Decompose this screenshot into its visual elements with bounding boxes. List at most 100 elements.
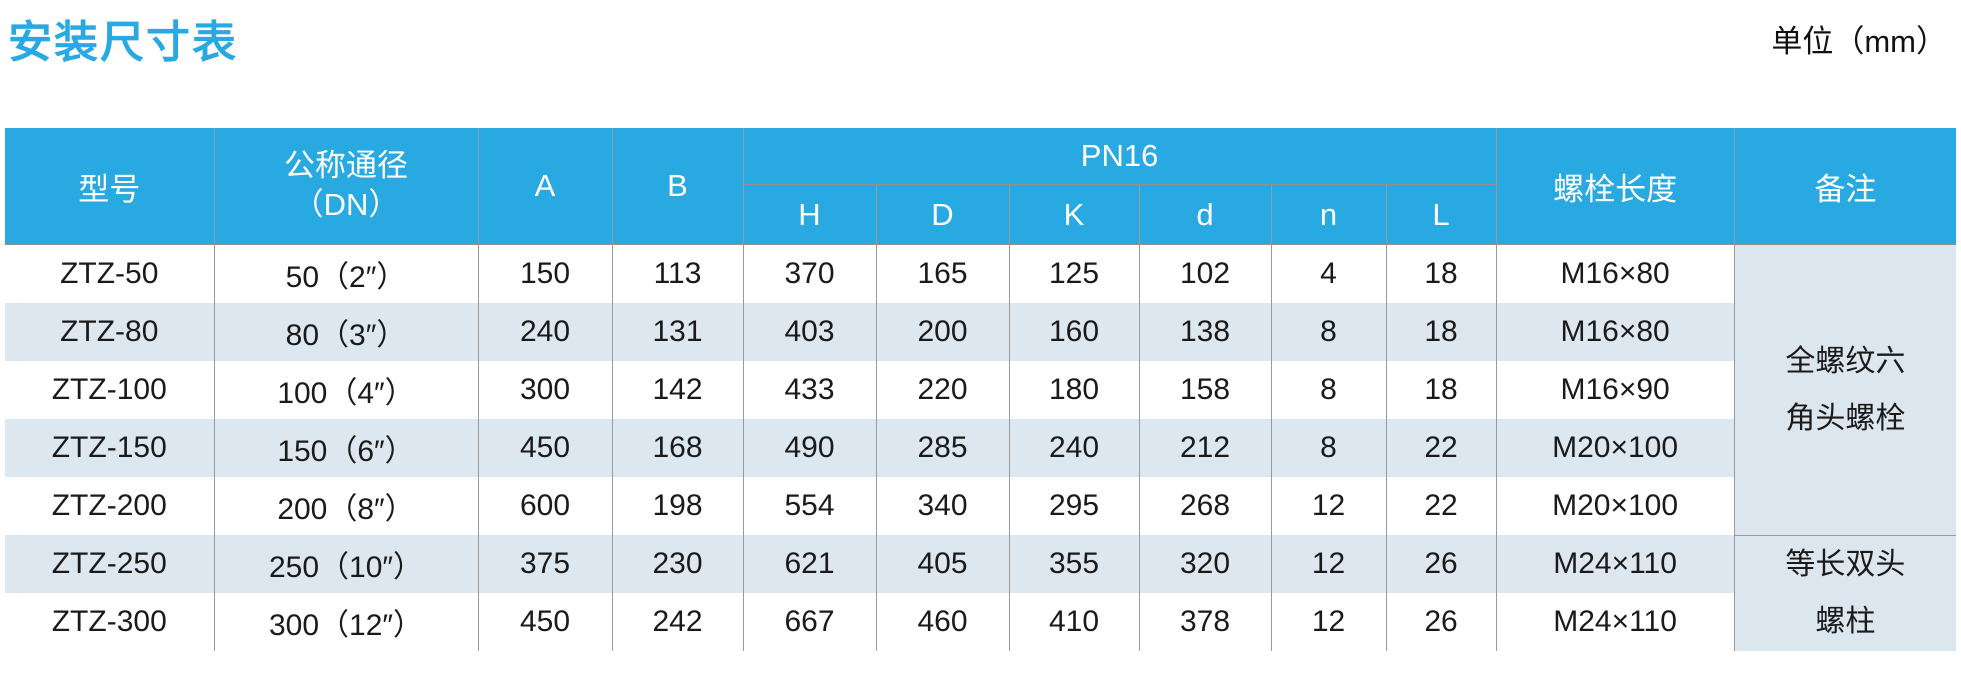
cell-B: 198 [611, 477, 744, 535]
table-row: ZTZ-200 200（8″） 600 198 554 340 295 268 … [4, 477, 1956, 535]
cell-L: 26 [1385, 535, 1497, 593]
cell-H: 370 [742, 244, 877, 303]
cell-D: 220 [875, 361, 1010, 419]
cell-D: 340 [875, 477, 1010, 535]
header-K: K [1008, 184, 1140, 245]
cell-D: 165 [875, 244, 1010, 303]
cell-A: 150 [477, 244, 613, 303]
table-row: ZTZ-300 300（12″） 450 242 667 460 410 378… [4, 593, 1956, 652]
cell-remarks-group-2: 等长双头螺柱 [1733, 535, 1957, 651]
cell-L: 18 [1385, 303, 1497, 361]
unit-label: 单位（mm） [1771, 24, 1947, 59]
cell-B: 113 [611, 244, 744, 303]
dimension-table: 型号 公称通径 （DN） A B PN16 螺栓长度 备注 H D K d n … [4, 128, 1957, 652]
header-n: n [1270, 184, 1387, 245]
cell-B: 168 [611, 419, 744, 477]
top-bar: 安装尺寸表 单位（mm） [0, 0, 1961, 128]
cell-A: 240 [477, 303, 613, 361]
cell-bolt-length: M20×100 [1495, 419, 1735, 477]
cell-H: 621 [742, 535, 877, 593]
cell-model: ZTZ-200 [4, 477, 215, 535]
cell-bolt-length: M16×80 [1495, 303, 1735, 361]
cell-dn: 80（3″） [213, 303, 479, 361]
cell-D: 460 [875, 593, 1010, 652]
cell-D: 405 [875, 535, 1010, 593]
cell-L: 22 [1385, 477, 1497, 535]
cell-H: 554 [742, 477, 877, 535]
cell-A: 600 [477, 477, 613, 535]
cell-H: 667 [742, 593, 877, 652]
cell-n: 8 [1270, 361, 1387, 419]
cell-model: ZTZ-150 [4, 419, 215, 477]
cell-model: ZTZ-100 [4, 361, 215, 419]
cell-n: 12 [1270, 477, 1387, 535]
cell-L: 18 [1385, 244, 1497, 303]
cell-K: 410 [1008, 593, 1140, 652]
cell-d: 138 [1138, 303, 1272, 361]
header-H: H [742, 184, 877, 245]
cell-n: 12 [1270, 593, 1387, 652]
table-row: ZTZ-100 100（4″） 300 142 433 220 180 158 … [4, 361, 1956, 419]
cell-bolt-length: M24×110 [1495, 593, 1735, 652]
remark-text: 等长双头螺柱 [1785, 548, 1906, 639]
header-A: A [477, 128, 613, 245]
header-B: B [611, 128, 744, 245]
cell-n: 8 [1270, 419, 1387, 477]
cell-bolt-length: M16×80 [1495, 244, 1735, 303]
cell-d: 320 [1138, 535, 1272, 593]
cell-d: 378 [1138, 593, 1272, 652]
cell-remarks-group-1: 全螺纹六角头螺栓 [1733, 244, 1957, 536]
header-dn-line1: 公称通径 [284, 148, 408, 184]
cell-H: 433 [742, 361, 877, 419]
cell-H: 490 [742, 419, 877, 477]
header-row-2: H D K d n L [5, 184, 1956, 245]
cell-K: 295 [1008, 477, 1140, 535]
cell-A: 450 [477, 419, 613, 477]
cell-K: 160 [1008, 303, 1140, 361]
header-d: d [1138, 184, 1272, 245]
cell-dn: 250（10″） [213, 535, 479, 593]
remark-text: 全螺纹六角头螺栓 [1785, 344, 1906, 435]
header-model: 型号 [4, 128, 215, 245]
cell-K: 355 [1008, 535, 1140, 593]
cell-bolt-length: M20×100 [1495, 477, 1735, 535]
cell-D: 200 [875, 303, 1010, 361]
cell-dn: 200（8″） [213, 477, 479, 535]
cell-model: ZTZ-300 [4, 593, 215, 652]
cell-dn: 100（4″） [213, 361, 479, 419]
cell-d: 212 [1138, 419, 1272, 477]
table-row: ZTZ-250 250（10″） 375 230 621 405 355 320… [4, 535, 1957, 651]
cell-model: ZTZ-50 [4, 244, 215, 303]
table-row: ZTZ-50 50（2″） 150 113 370 165 125 102 4 … [4, 244, 1957, 536]
table-row: ZTZ-150 150（6″） 450 168 490 285 240 212 … [4, 419, 1956, 477]
cell-n: 8 [1270, 303, 1387, 361]
cell-K: 240 [1008, 419, 1140, 477]
header-row-1: 型号 公称通径 （DN） A B PN16 螺栓长度 备注 [4, 128, 1957, 245]
cell-n: 4 [1270, 244, 1387, 303]
table-row: ZTZ-80 80（3″） 240 131 403 200 160 138 8 … [4, 303, 1956, 361]
cell-d: 268 [1138, 477, 1272, 535]
cell-L: 22 [1385, 419, 1497, 477]
page-title: 安装尺寸表 [8, 18, 238, 67]
cell-D: 285 [875, 419, 1010, 477]
cell-dn: 150（6″） [213, 419, 479, 477]
cell-K: 125 [1008, 244, 1140, 303]
cell-B: 142 [611, 361, 744, 419]
header-L: L [1385, 184, 1497, 245]
header-D: D [875, 184, 1010, 245]
cell-bolt-length: M24×110 [1495, 535, 1735, 593]
cell-A: 375 [477, 535, 613, 593]
cell-d: 158 [1138, 361, 1272, 419]
cell-B: 230 [611, 535, 744, 593]
cell-dn: 300（12″） [213, 593, 479, 652]
cell-A: 300 [477, 361, 613, 419]
cell-B: 131 [611, 303, 744, 361]
cell-model: ZTZ-80 [4, 303, 215, 361]
cell-model: ZTZ-250 [4, 535, 215, 593]
header-dn-line2: （DN） [292, 187, 400, 222]
cell-dn: 50（2″） [213, 244, 479, 303]
header-pn16: PN16 [742, 128, 1497, 185]
cell-B: 242 [611, 593, 744, 652]
cell-d: 102 [1138, 244, 1272, 303]
cell-K: 180 [1008, 361, 1140, 419]
